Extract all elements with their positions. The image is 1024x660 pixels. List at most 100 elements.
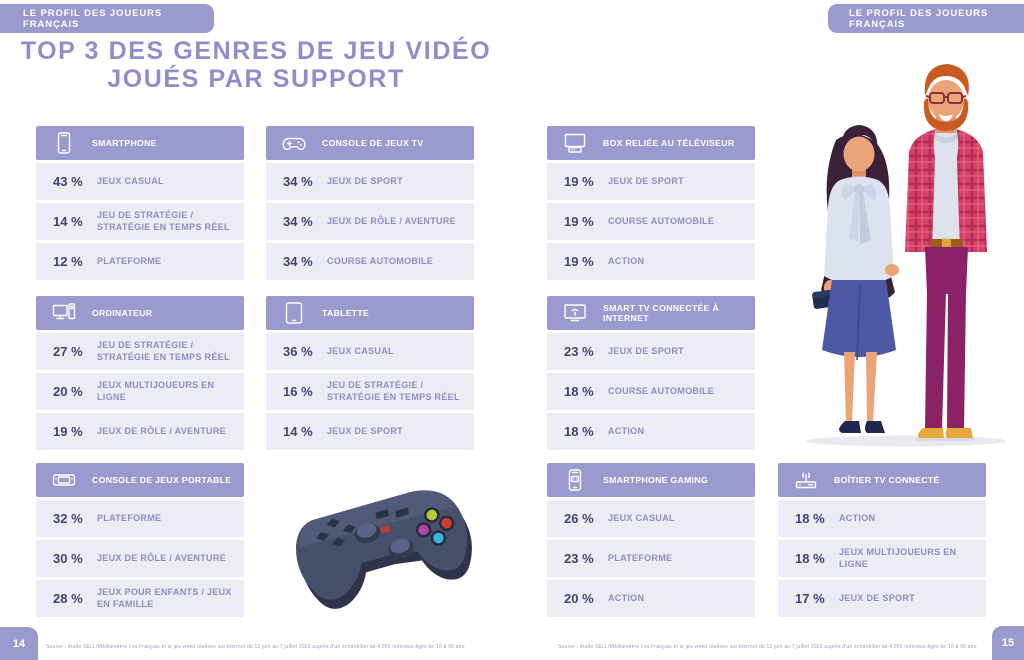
card-console-jeux-tv-header: CONSOLE DE JEUX TV	[266, 126, 474, 160]
card-box-televiseur-header: BOX RELIÉE AU TÉLÉVISEUR	[547, 126, 755, 160]
card-box-televiseur: BOX RELIÉE AU TÉLÉVISEUR 19 % JEUX DE SPO…	[547, 126, 755, 280]
stat-percent: 19 %	[53, 424, 83, 439]
stat-percent: 18 %	[795, 511, 825, 526]
report-section-tag-right: LE PROFIL DES JOUEURS FRANÇAIS	[828, 4, 1024, 33]
stat-percent: 14 %	[53, 214, 83, 229]
stat-percent: 43 %	[53, 174, 83, 189]
card-smartphone-header: SMARTPHONE	[36, 126, 244, 160]
stat-label: JEUX DE RÔLE / AVENTURE	[97, 552, 226, 563]
stat-label: COURSE AUTOMOBILE	[327, 255, 434, 266]
stat-row: 18 % COURSE AUTOMOBILE	[547, 373, 755, 410]
stat-row: 30 % JEUX DE RÔLE / AVENTURE	[36, 540, 244, 577]
stat-row: 20 % ACTION	[547, 580, 755, 617]
card-smartphone-gaming: SMARTPHONE GAMING 26 % JEUX CASUAL 23 % PL…	[547, 463, 755, 617]
blouse-bow	[841, 184, 877, 244]
stat-percent: 12 %	[53, 254, 83, 269]
stat-percent: 18 %	[564, 424, 594, 439]
stat-label: JEUX DE RÔLE / AVENTURE	[327, 215, 456, 226]
stat-label: ACTION	[608, 425, 645, 436]
source-note-left: Source : étude SELL/Médiamétrie Les Fran…	[46, 644, 466, 650]
card-ordinateur: ORDINATEUR 27 % JEU DE STRATÉGIE / STRATÉ…	[36, 296, 244, 450]
stat-label: PLATEFORME	[97, 255, 162, 266]
stat-row: 12 % PLATEFORME	[36, 243, 244, 280]
smart-tv-icon	[547, 300, 603, 326]
stat-percent: 32 %	[53, 511, 83, 526]
stat-percent: 34 %	[283, 214, 313, 229]
stat-label: JEUX DE SPORT	[327, 425, 403, 436]
card-title: SMARTPHONE	[92, 137, 157, 148]
card-console-jeux-tv: CONSOLE DE JEUX TV 34 % JEUX DE SPORT 34 …	[266, 126, 474, 280]
stat-label: ACTION	[839, 512, 876, 523]
card-console-portable: CONSOLE DE JEUX PORTABLE 32 % PLATEFORME …	[36, 463, 244, 617]
stat-percent: 16 %	[283, 384, 313, 399]
stat-label: PLATEFORME	[97, 512, 162, 523]
stat-row: 36 % JEUX CASUAL	[266, 333, 474, 370]
stat-label: ACTION	[608, 592, 645, 603]
stat-percent: 19 %	[564, 254, 594, 269]
card-title: CONSOLE DE JEUX PORTABLE	[92, 474, 232, 485]
stat-label: JEUX MULTIJOUEURS EN LIGNE	[839, 546, 957, 569]
smartphone-gaming-icon	[547, 467, 603, 493]
stat-percent: 30 %	[53, 551, 83, 566]
tv-box-icon	[547, 130, 603, 156]
stat-row: 32 % PLATEFORME	[36, 500, 244, 537]
stat-label: JEUX DE RÔLE / AVENTURE	[97, 425, 226, 436]
stat-row: 43 % JEUX CASUAL	[36, 163, 244, 200]
stat-label: JEUX MULTIJOUEURS EN LIGNE	[97, 379, 215, 402]
stat-percent: 18 %	[564, 384, 594, 399]
ground-shadow	[806, 435, 1006, 447]
stat-row: 27 % JEU DE STRATÉGIE / STRATÉGIE EN TEMP…	[36, 333, 244, 370]
card-title: CONSOLE DE JEUX TV	[322, 137, 424, 148]
card-console-portable-header: CONSOLE DE JEUX PORTABLE	[36, 463, 244, 497]
tv-decoder-icon	[778, 467, 834, 493]
stat-label: JEUX POUR ENFANTS / JEUX EN FAMILLE	[97, 586, 232, 609]
tablet-icon	[266, 300, 322, 326]
card-smartphone-gaming-header: SMARTPHONE GAMING	[547, 463, 755, 497]
card-tablette: TABLETTE 36 % JEUX CASUAL 16 % JEU DE STRA…	[266, 296, 474, 450]
stat-row: 34 % COURSE AUTOMOBILE	[266, 243, 474, 280]
source-note-right: Source : étude SELL/Médiamétrie Les Fran…	[558, 644, 978, 650]
stat-percent: 19 %	[564, 174, 594, 189]
card-title: SMART TV CONNECTÉE À INTERNET	[603, 302, 720, 323]
couple-illustration	[786, 40, 1018, 450]
page-number-right: 15	[992, 626, 1024, 660]
stat-label: JEU DE STRATÉGIE / STRATÉGIE EN TEMPS RÉ…	[97, 339, 230, 362]
stat-row: 20 % JEUX MULTIJOUEURS EN LIGNE	[36, 373, 244, 410]
stat-row: 23 % JEUX DE SPORT	[547, 333, 755, 370]
stat-label: JEU DE STRATÉGIE / STRATÉGIE EN TEMPS RÉ…	[327, 379, 460, 402]
stat-percent: 34 %	[283, 254, 313, 269]
stat-row: 34 % JEUX DE RÔLE / AVENTURE	[266, 203, 474, 240]
desktop-computer-icon	[36, 300, 92, 326]
card-ordinateur-header: ORDINATEUR	[36, 296, 244, 330]
stat-label: PLATEFORME	[608, 552, 673, 563]
card-smartphone: SMARTPHONE 43 % JEUX CASUAL 14 % JEU DE ST…	[36, 126, 244, 280]
stat-percent: 23 %	[564, 551, 594, 566]
card-boitier-tv-header: BOÎTIER TV CONNECTÉ	[778, 463, 986, 497]
stat-row: 19 % ACTION	[547, 243, 755, 280]
page-title: TOP 3 DES GENRES DE JEU VIDÉO JOUÉS PAR …	[0, 37, 512, 93]
stat-label: JEUX CASUAL	[327, 345, 394, 356]
card-title: SMARTPHONE GAMING	[603, 474, 709, 485]
stat-label: JEUX DE SPORT	[608, 345, 684, 356]
stat-row: 19 % JEUX DE SPORT	[547, 163, 755, 200]
stat-row: 23 % PLATEFORME	[547, 540, 755, 577]
stat-label: JEUX CASUAL	[97, 175, 164, 186]
stat-label: JEUX DE SPORT	[327, 175, 403, 186]
card-title: ORDINATEUR	[92, 307, 153, 318]
card-smart-tv: SMART TV CONNECTÉE À INTERNET 23 % JEUX D…	[547, 296, 755, 450]
stat-percent: 18 %	[795, 551, 825, 566]
card-tablette-header: TABLETTE	[266, 296, 474, 330]
stat-row: 19 % JEUX DE RÔLE / AVENTURE	[36, 413, 244, 450]
stat-percent: 14 %	[283, 424, 313, 439]
stat-row: 19 % COURSE AUTOMOBILE	[547, 203, 755, 240]
stat-row: 16 % JEU DE STRATÉGIE / STRATÉGIE EN TEMP…	[266, 373, 474, 410]
page-number-left: 14	[0, 627, 38, 660]
stat-row: 14 % JEU DE STRATÉGIE / STRATÉGIE EN TEMP…	[36, 203, 244, 240]
stat-row: 18 % JEUX MULTIJOUEURS EN LIGNE	[778, 540, 986, 577]
stat-row: 14 % JEUX DE SPORT	[266, 413, 474, 450]
stat-label: JEU DE STRATÉGIE / STRATÉGIE EN TEMPS RÉ…	[97, 209, 230, 232]
stat-percent: 26 %	[564, 511, 594, 526]
stat-label: COURSE AUTOMOBILE	[608, 215, 715, 226]
stat-percent: 20 %	[53, 384, 83, 399]
stat-row: 28 % JEUX POUR ENFANTS / JEUX EN FAMILLE	[36, 580, 244, 617]
